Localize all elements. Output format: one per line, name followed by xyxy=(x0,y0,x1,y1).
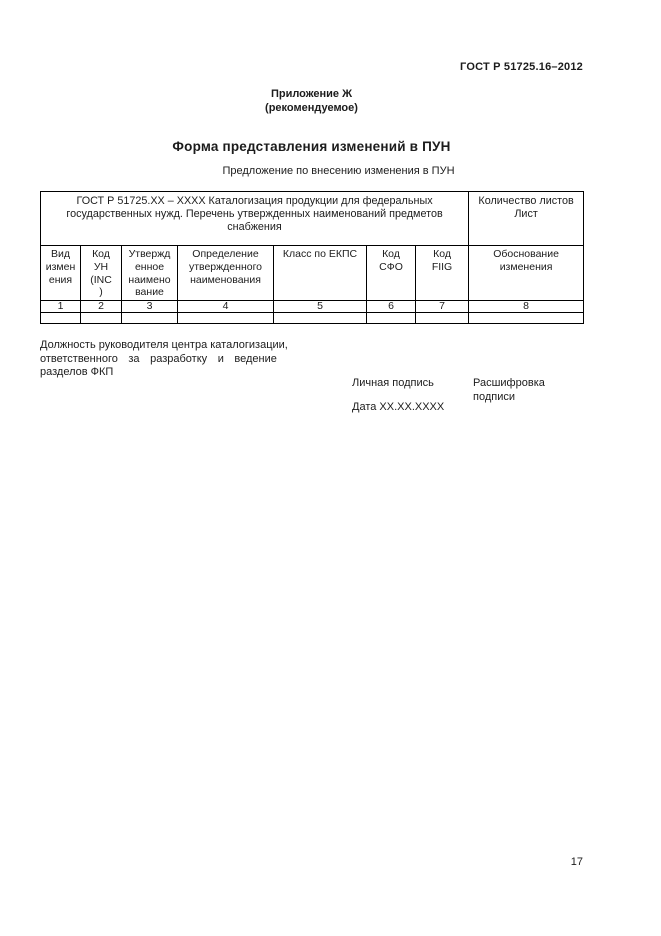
col-number: 5 xyxy=(273,300,367,314)
col-header-change-type: Вид измен ения xyxy=(40,244,81,302)
table-empty-cell xyxy=(366,312,416,325)
table-empty-cell xyxy=(414,312,470,325)
col-header-sfo-code: Код СФО xyxy=(366,244,416,302)
table-column-header-row: Вид измен ения Код УН (INC ) Утвержд енн… xyxy=(40,244,585,302)
col-header-approved-name: Утвержд енное наимено вание xyxy=(121,244,178,302)
personal-signature-label: Личная подпись xyxy=(352,377,434,389)
appendix-heading: Приложение Ж (рекомендуемое) xyxy=(40,88,583,115)
page-number: 17 xyxy=(570,856,583,868)
form-subtitle: Предложение по внесению изменения в ПУН xyxy=(222,165,455,177)
table-empty-cell xyxy=(80,312,122,325)
page-title: Форма представления изменений в ПУН xyxy=(172,139,451,154)
col-number: 8 xyxy=(468,300,585,314)
col-number: 7 xyxy=(414,300,470,314)
table-empty-cell xyxy=(177,312,274,325)
table-column-number-row: 1 2 3 4 5 6 7 8 xyxy=(40,300,585,314)
col-header-change-reason: Обоснование изменения xyxy=(468,244,585,302)
appendix-type: (рекомендуемое) xyxy=(265,101,358,114)
signature-transcript-label: Расшифровка подписи xyxy=(473,377,545,403)
position-line: Должность руководителя центра каталогиза… xyxy=(40,339,288,351)
change-proposal-table: ГОСТ Р 51725.ХХ – ХХХХ Каталогизация про… xyxy=(39,191,585,325)
col-header-fiig-code: Код FIIG xyxy=(414,244,470,302)
col-header-inc-code: Код УН (INC ) xyxy=(80,244,122,302)
col-number: 4 xyxy=(177,300,274,314)
official-position-text: Должность руководителя центра каталогиза… xyxy=(40,339,320,380)
date-label: Дата ХХ.ХХ.ХХХХ xyxy=(352,401,445,413)
table-empty-cell xyxy=(468,312,585,325)
col-number: 6 xyxy=(366,300,416,314)
standard-number: ГОСТ Р 51725.16–2012 xyxy=(460,61,583,73)
position-line: ответственного за разработку и ведение xyxy=(40,352,277,365)
table-empty-row xyxy=(40,312,585,325)
col-number: 2 xyxy=(80,300,122,314)
col-number: 1 xyxy=(40,300,81,314)
table-empty-cell xyxy=(121,312,178,325)
position-line: разделов ФКП xyxy=(40,366,114,379)
table-standard-header-cell: ГОСТ Р 51725.ХХ – ХХХХ Каталогизация про… xyxy=(39,191,470,246)
col-number: 3 xyxy=(121,300,178,314)
table-title-row: ГОСТ Р 51725.ХХ – ХХХХ Каталогизация про… xyxy=(39,191,585,246)
col-header-name-definition: Определение утвержденного наименования xyxy=(177,244,274,302)
table-empty-cell xyxy=(40,312,81,325)
col-header-ekps-class: Класс по ЕКПС xyxy=(273,244,367,302)
table-empty-cell xyxy=(273,312,367,325)
appendix-label: Приложение Ж xyxy=(270,88,353,100)
table-sheets-header-cell: Количество листов Лист xyxy=(468,191,585,246)
